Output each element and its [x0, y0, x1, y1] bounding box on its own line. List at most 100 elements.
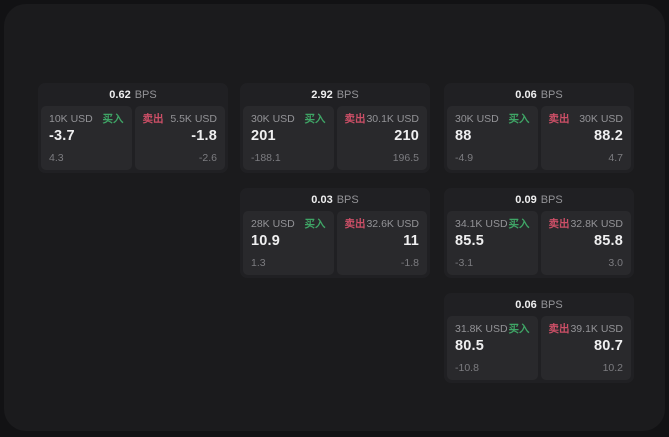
- sell-tile-header: 卖出 39.1K USD: [549, 323, 624, 335]
- sell-delta: -2.6: [198, 152, 217, 164]
- buy-tile-header: 34.1K USD 买入: [455, 218, 530, 230]
- sell-side-label: 卖出: [344, 218, 366, 230]
- quote-board: 0.62 BPS 10K USD 买入 -3.7 4.3 卖出 5.5K USD…: [4, 4, 665, 431]
- quote-card: 2.92 BPS 30K USD 买入 201 -188.1 卖出 30.1K …: [240, 83, 430, 173]
- buy-side-label: 买入: [304, 113, 326, 125]
- sell-side-label: 卖出: [344, 113, 366, 125]
- sell-side-label: 卖出: [142, 113, 164, 125]
- card-body: 28K USD 买入 10.9 1.3 卖出 32.6K USD 11 -1.8: [240, 211, 430, 275]
- sell-tile[interactable]: 卖出 32.6K USD 11 -1.8: [336, 211, 427, 275]
- card-header: 0.06 BPS: [444, 293, 634, 316]
- card-body: 30K USD 买入 88 -4.9 卖出 30K USD 88.2 4.7: [444, 106, 634, 170]
- sell-delta: 10.2: [602, 362, 623, 374]
- buy-tile[interactable]: 28K USD 买入 10.9 1.3: [243, 211, 334, 275]
- quote-card: 0.06 BPS 31.8K USD 买入 80.5 -10.8 卖出 39.1…: [444, 293, 634, 383]
- sell-size: 5.5K USD: [170, 113, 217, 125]
- spread-bps-value: 2.92: [311, 88, 333, 101]
- spread-bps-unit: BPS: [336, 193, 359, 206]
- buy-delta: -10.8: [455, 362, 479, 374]
- card-body: 10K USD 买入 -3.7 4.3 卖出 5.5K USD -1.8 -2.…: [38, 106, 228, 170]
- sell-tile-header: 卖出 32.6K USD: [345, 218, 420, 230]
- sell-side-label: 卖出: [548, 113, 570, 125]
- spread-bps-unit: BPS: [540, 298, 563, 311]
- quote-card: 0.09 BPS 34.1K USD 买入 85.5 -3.1 卖出 32.8K…: [444, 188, 634, 278]
- buy-price: -3.7: [49, 128, 75, 144]
- buy-size: 34.1K USD: [455, 218, 508, 230]
- sell-tile[interactable]: 卖出 30K USD 88.2 4.7: [540, 106, 631, 170]
- buy-tile-header: 31.8K USD 买入: [455, 323, 530, 335]
- sell-delta: -1.8: [400, 257, 419, 269]
- quote-card: 0.62 BPS 10K USD 买入 -3.7 4.3 卖出 5.5K USD…: [38, 83, 228, 173]
- buy-tile-header: 28K USD 买入: [251, 218, 326, 230]
- buy-price: 10.9: [251, 233, 281, 249]
- buy-price: 80.5: [455, 338, 485, 354]
- card-header: 0.09 BPS: [444, 188, 634, 211]
- sell-tile-header: 卖出 30.1K USD: [345, 113, 420, 125]
- spread-bps-unit: BPS: [540, 193, 563, 206]
- sell-tile[interactable]: 卖出 32.8K USD 85.8 3.0: [540, 211, 631, 275]
- sell-tile-header: 卖出 5.5K USD: [143, 113, 218, 125]
- quote-card: 0.06 BPS 30K USD 买入 88 -4.9 卖出 30K USD 8…: [444, 83, 634, 173]
- sell-size: 30K USD: [579, 113, 623, 125]
- buy-size: 31.8K USD: [455, 323, 508, 335]
- sell-tile[interactable]: 卖出 39.1K USD 80.7 10.2: [540, 316, 631, 380]
- sell-price: 210: [394, 128, 419, 144]
- quote-card: 0.03 BPS 28K USD 买入 10.9 1.3 卖出 32.6K US…: [240, 188, 430, 278]
- buy-delta: 4.3: [49, 152, 64, 164]
- sell-price: 80.7: [593, 338, 623, 354]
- sell-size: 32.6K USD: [366, 218, 419, 230]
- buy-delta: -4.9: [455, 152, 474, 164]
- sell-price: 85.8: [593, 233, 623, 249]
- spread-bps-value: 0.09: [515, 193, 537, 206]
- spread-bps-value: 0.03: [311, 193, 333, 206]
- buy-tile-header: 10K USD 买入: [49, 113, 124, 125]
- card-body: 30K USD 买入 201 -188.1 卖出 30.1K USD 210 1…: [240, 106, 430, 170]
- sell-tile[interactable]: 卖出 5.5K USD -1.8 -2.6: [134, 106, 225, 170]
- buy-size: 28K USD: [251, 218, 295, 230]
- spread-bps-value: 0.06: [515, 298, 537, 311]
- sell-tile-header: 卖出 30K USD: [549, 113, 624, 125]
- buy-size: 10K USD: [49, 113, 93, 125]
- buy-tile[interactable]: 30K USD 买入 88 -4.9: [447, 106, 538, 170]
- buy-size: 30K USD: [251, 113, 295, 125]
- buy-tile-header: 30K USD 买入: [455, 113, 530, 125]
- buy-size: 30K USD: [455, 113, 499, 125]
- buy-delta: -188.1: [251, 152, 281, 164]
- sell-delta: 196.5: [392, 152, 419, 164]
- sell-delta: 4.7: [608, 152, 623, 164]
- card-header: 2.92 BPS: [240, 83, 430, 106]
- spread-bps-value: 0.06: [515, 88, 537, 101]
- card-body: 31.8K USD 买入 80.5 -10.8 卖出 39.1K USD 80.…: [444, 316, 634, 380]
- sell-price: 11: [403, 233, 419, 249]
- buy-tile[interactable]: 34.1K USD 买入 85.5 -3.1: [447, 211, 538, 275]
- card-header: 0.62 BPS: [38, 83, 228, 106]
- sell-delta: 3.0: [608, 257, 623, 269]
- sell-tile-header: 卖出 32.8K USD: [549, 218, 624, 230]
- buy-delta: 1.3: [251, 257, 266, 269]
- card-header: 0.06 BPS: [444, 83, 634, 106]
- sell-size: 30.1K USD: [366, 113, 419, 125]
- buy-side-label: 买入: [304, 218, 326, 230]
- buy-side-label: 买入: [508, 323, 530, 335]
- buy-tile-header: 30K USD 买入: [251, 113, 326, 125]
- card-header: 0.03 BPS: [240, 188, 430, 211]
- buy-price: 85.5: [455, 233, 485, 249]
- sell-price: 88.2: [593, 128, 623, 144]
- buy-tile[interactable]: 31.8K USD 买入 80.5 -10.8: [447, 316, 538, 380]
- buy-tile[interactable]: 10K USD 买入 -3.7 4.3: [41, 106, 132, 170]
- buy-price: 88: [455, 128, 472, 144]
- sell-tile[interactable]: 卖出 30.1K USD 210 196.5: [336, 106, 427, 170]
- sell-side-label: 卖出: [548, 323, 570, 335]
- spread-bps-unit: BPS: [540, 88, 563, 101]
- buy-tile[interactable]: 30K USD 买入 201 -188.1: [243, 106, 334, 170]
- buy-side-label: 买入: [508, 218, 530, 230]
- buy-side-label: 买入: [508, 113, 530, 125]
- buy-delta: -3.1: [455, 257, 474, 269]
- card-body: 34.1K USD 买入 85.5 -3.1 卖出 32.8K USD 85.8…: [444, 211, 634, 275]
- sell-side-label: 卖出: [548, 218, 570, 230]
- spread-bps-unit: BPS: [336, 88, 359, 101]
- buy-price: 201: [251, 128, 276, 144]
- sell-size: 32.8K USD: [570, 218, 623, 230]
- sell-price: -1.8: [191, 128, 217, 144]
